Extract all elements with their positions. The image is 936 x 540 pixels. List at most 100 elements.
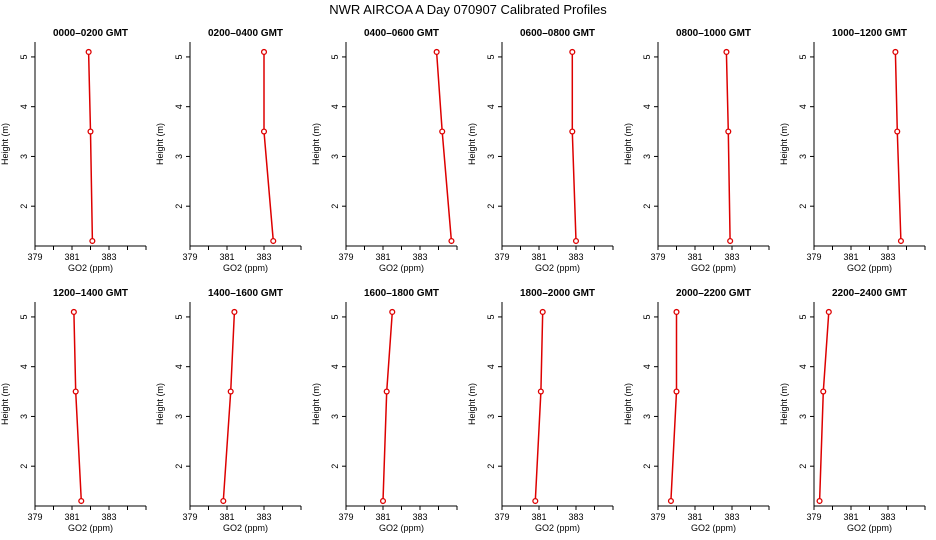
x-tick-label: 379 (806, 512, 821, 522)
page-title: NWR AIRCOA A Day 070907 Calibrated Profi… (329, 2, 607, 17)
profile-point (572, 237, 580, 245)
profile-line (534, 311, 544, 502)
profile-point (383, 388, 390, 395)
profile-point (72, 388, 79, 395)
y-tick-label: 2 (798, 464, 808, 469)
x-axis-label: GO2 (ppm) (68, 523, 113, 533)
panel-title: 1200–1400 GMT (53, 288, 128, 299)
x-tick-label: 379 (182, 512, 197, 522)
x-axis-label: GO2 (ppm) (535, 263, 580, 273)
y-tick-label: 2 (798, 204, 808, 209)
y-tick-label: 5 (642, 314, 652, 319)
x-axis-label: GO2 (ppm) (691, 263, 736, 273)
x-tick-label: 381 (531, 252, 546, 262)
x-tick-label: 383 (724, 512, 739, 522)
x-tick-label: 381 (843, 252, 858, 262)
x-axis-label: GO2 (ppm) (68, 263, 113, 273)
profile-point (270, 237, 277, 245)
profile-line (670, 312, 678, 502)
x-tick-label: 381 (64, 512, 79, 522)
y-axis-label: Height (m) (311, 123, 321, 165)
profile-point (220, 497, 227, 505)
profile-line (894, 51, 902, 242)
y-tick-label: 5 (19, 314, 29, 319)
y-tick-label: 4 (486, 104, 496, 109)
y-tick-label: 2 (642, 464, 652, 469)
x-tick-label: 383 (568, 512, 583, 522)
x-tick-label: 383 (412, 252, 427, 262)
y-tick-label: 4 (19, 364, 29, 369)
y-tick-label: 5 (486, 314, 496, 319)
panel-title: 0400–0600 GMT (364, 28, 439, 39)
profile-point (825, 308, 832, 316)
profile-point (673, 388, 680, 395)
x-tick-label: 379 (27, 252, 42, 262)
y-tick-label: 4 (642, 104, 652, 109)
profile-point (894, 128, 901, 135)
x-axis-label: GO2 (ppm) (691, 523, 736, 533)
y-tick-label: 2 (174, 464, 184, 469)
y-axis-label: Height (m) (311, 383, 321, 425)
profile-point (87, 128, 94, 135)
profile-point (70, 308, 77, 316)
y-tick-label: 5 (330, 54, 340, 59)
profile-panel-3: 0400–0600 GMT 379 381 383 2 3 4 5 GO2 (ppm) Heigh… (311, 28, 458, 273)
panel-title: 0800–1000 GMT (676, 28, 751, 39)
profile-point (569, 48, 576, 56)
y-axis-label: Height (m) (779, 123, 789, 165)
x-tick-label: 383 (256, 512, 271, 522)
x-axis-label: GO2 (ppm) (379, 523, 424, 533)
panel-title: 1800–2000 GMT (520, 288, 595, 299)
profile-panel-4: 0600–0800 GMT 379 381 383 2 3 4 5 GO2 (ppm) Heigh… (467, 28, 614, 273)
x-axis-label: GO2 (ppm) (223, 523, 268, 533)
profile-panel-12: 2200–2400 GMT 379 381 383 2 3 4 5 GO2 (ppm) Heigh… (779, 288, 926, 533)
y-tick-label: 3 (642, 414, 652, 419)
y-tick-label: 5 (174, 54, 184, 59)
y-axis-label: Height (m) (0, 123, 10, 165)
profile-point (532, 497, 539, 505)
profile-point (539, 308, 546, 316)
profile-panel-2: 0200–0400 GMT 379 381 383 2 3 4 5 GO2 (ppm) Heigh… (155, 28, 302, 273)
profile-line (435, 51, 453, 242)
y-tick-label: 4 (798, 364, 808, 369)
x-tick-label: 381 (843, 512, 858, 522)
y-axis-label: Height (m) (0, 383, 10, 425)
profile-line (87, 51, 94, 242)
profile-point (569, 128, 576, 135)
y-tick-label: 2 (19, 464, 29, 469)
y-tick-label: 2 (486, 464, 496, 469)
y-tick-label: 2 (330, 204, 340, 209)
y-tick-label: 2 (174, 204, 184, 209)
y-axis-label: Height (m) (155, 123, 165, 165)
profile-point (537, 388, 544, 395)
profile-point (89, 237, 96, 245)
profile-point (892, 48, 899, 56)
y-tick-label: 2 (642, 204, 652, 209)
x-tick-label: 383 (568, 252, 583, 262)
profile-line (818, 311, 830, 502)
x-tick-label: 381 (687, 252, 702, 262)
x-tick-label: 379 (494, 512, 509, 522)
profile-panel-9: 1600–1800 GMT 379 381 383 2 3 4 5 GO2 (ppm) Heigh… (311, 288, 458, 533)
profile-point (725, 128, 732, 135)
profile-line (222, 311, 236, 502)
profile-point (667, 497, 674, 505)
profile-point (816, 497, 823, 505)
y-axis-label: Height (m) (467, 123, 477, 165)
y-tick-label: 2 (19, 204, 29, 209)
profile-point (448, 237, 455, 245)
y-tick-label: 4 (174, 104, 184, 109)
y-tick-label: 3 (174, 154, 184, 159)
x-tick-label: 383 (724, 252, 739, 262)
profile-line (571, 52, 577, 242)
profile-point (433, 48, 440, 56)
y-tick-label: 3 (486, 154, 496, 159)
profile-panel-6: 1000–1200 GMT 379 381 383 2 3 4 5 GO2 (ppm) Heigh… (779, 28, 926, 273)
x-tick-label: 381 (219, 252, 234, 262)
y-tick-label: 5 (798, 54, 808, 59)
y-tick-label: 3 (798, 154, 808, 159)
profile-point (897, 237, 904, 245)
profile-point (85, 48, 92, 56)
panel-title: 0600–0800 GMT (520, 28, 595, 39)
